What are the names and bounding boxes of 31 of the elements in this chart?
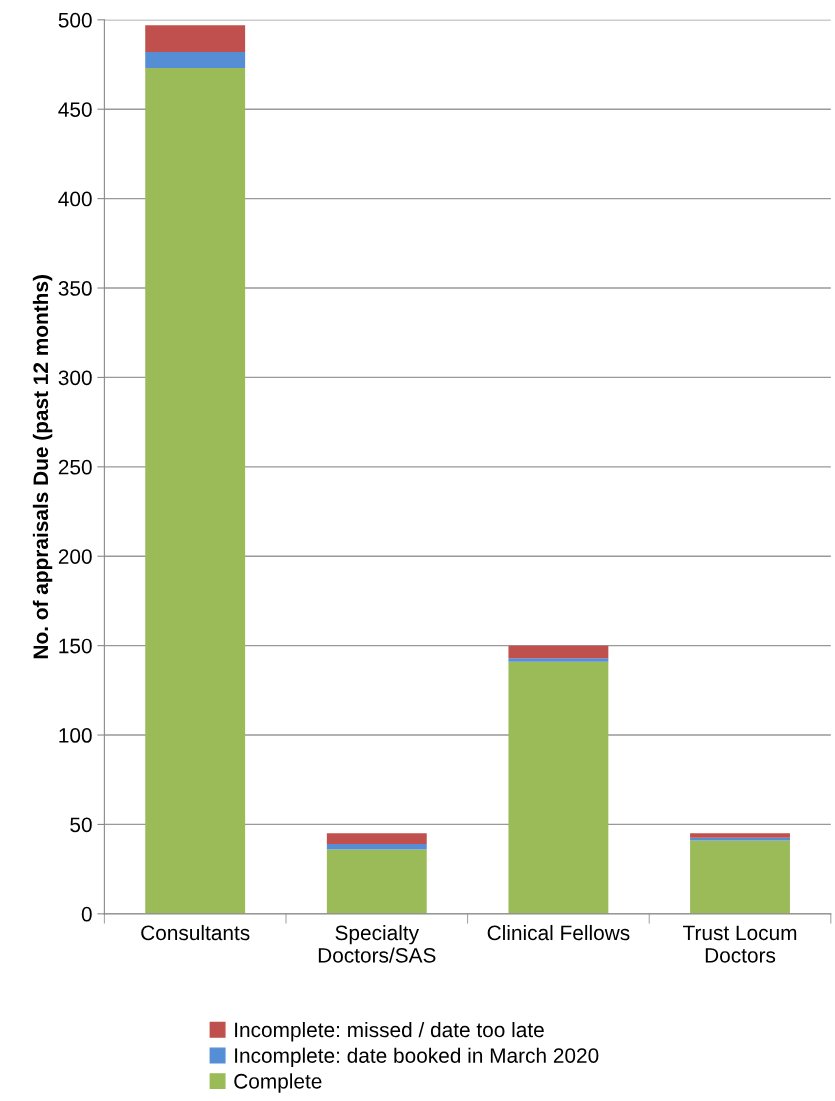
y-tick-label: 450: [58, 102, 92, 117]
y-tick-label: 150: [59, 638, 92, 654]
y-tick-label: 400: [58, 191, 92, 207]
bar: [145, 52, 246, 69]
bar: [690, 833, 790, 838]
y-axis-title: No. of appraisals Due (past 12 months): [32, 275, 53, 659]
bar: [508, 658, 609, 662]
y-tick-label: 250: [58, 459, 92, 475]
x-tick-label: Consultants: [141, 924, 250, 941]
bar: [326, 849, 427, 914]
legend-label: Incomplete: missed / date too late: [235, 1021, 544, 1042]
x-tick-label: Specialty Doctors/SAS: [318, 924, 436, 963]
bar: [508, 645, 609, 659]
bar: [145, 68, 246, 914]
bar: [145, 25, 246, 52]
y-tick-label: 350: [58, 281, 92, 296]
bar: [508, 661, 609, 914]
legend-label: Complete: [234, 1073, 322, 1093]
y-tick-label: 200: [58, 549, 92, 564]
bar: [690, 840, 790, 914]
y-tick-label: 50: [70, 817, 92, 833]
y-tick-label: 500: [58, 12, 92, 28]
y-tick-label: 0: [81, 906, 92, 922]
bar: [326, 844, 427, 850]
bar: [690, 837, 790, 841]
bar: [326, 833, 427, 845]
legend-label: Incomplete: date booked in March 2020: [235, 1047, 599, 1068]
x-tick-label: Clinical Fellows: [487, 924, 630, 941]
y-tick-label: 300: [58, 370, 92, 386]
y-tick-label: 100: [59, 728, 92, 743]
x-tick-label: Trust Locum Doctors: [683, 925, 797, 963]
